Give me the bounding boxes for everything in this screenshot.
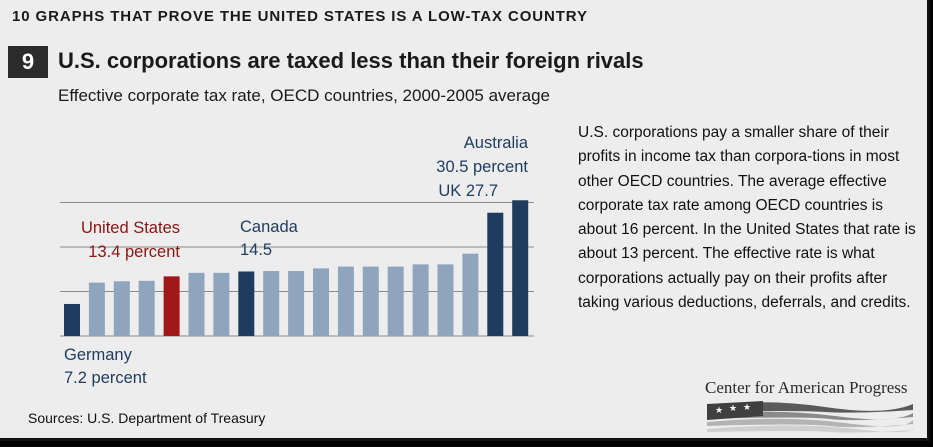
bar <box>512 200 529 336</box>
bar-annotation: Germany 7.2 percent <box>64 346 147 387</box>
bar <box>64 303 80 336</box>
bar <box>188 272 205 336</box>
series-title: 10 GRAPHS THAT PROVE THE UNITED STATES I… <box>12 8 588 25</box>
figure-number: 9 <box>8 46 48 78</box>
logo-text: Center for American Progress <box>705 378 908 397</box>
bar <box>88 282 105 336</box>
svg-text:★: ★ <box>729 403 737 413</box>
bar-annotation: Canada 14.5 <box>240 218 299 259</box>
bar <box>337 266 354 336</box>
bar-annotation: UK 27.7 <box>438 182 498 200</box>
bar <box>113 281 130 336</box>
bar <box>288 271 305 336</box>
flag-icon: ★ ★ ★ <box>707 401 914 433</box>
chart-title: U.S. corporations are taxed less than th… <box>58 48 644 73</box>
bar <box>487 212 504 336</box>
source-note: Sources: U.S. Department of Treasury <box>28 410 266 426</box>
chart-subtitle: Effective corporate tax rate, OECD count… <box>58 86 551 105</box>
bar <box>412 264 429 336</box>
bar <box>362 266 379 336</box>
bar <box>213 272 230 336</box>
bar <box>163 276 180 336</box>
bar <box>462 253 479 336</box>
svg-text:★: ★ <box>743 402 751 412</box>
bar <box>138 280 155 336</box>
bar <box>313 268 329 336</box>
bar <box>263 271 280 336</box>
bar-annotation: Australia 30.5 percent <box>436 134 529 176</box>
cap-logo: Center for American Progress ★ ★ ★ <box>705 378 920 434</box>
bar <box>387 266 404 336</box>
bar <box>238 271 255 336</box>
svg-text:★: ★ <box>715 405 723 415</box>
bar-chart: Germany 7.2 percent United States 13.4 perc… <box>60 134 534 387</box>
bar-annotation: United States 13.4 percent <box>81 219 180 261</box>
bar <box>437 264 454 336</box>
body-text: U.S. corporations pay a smaller share of… <box>578 124 916 312</box>
